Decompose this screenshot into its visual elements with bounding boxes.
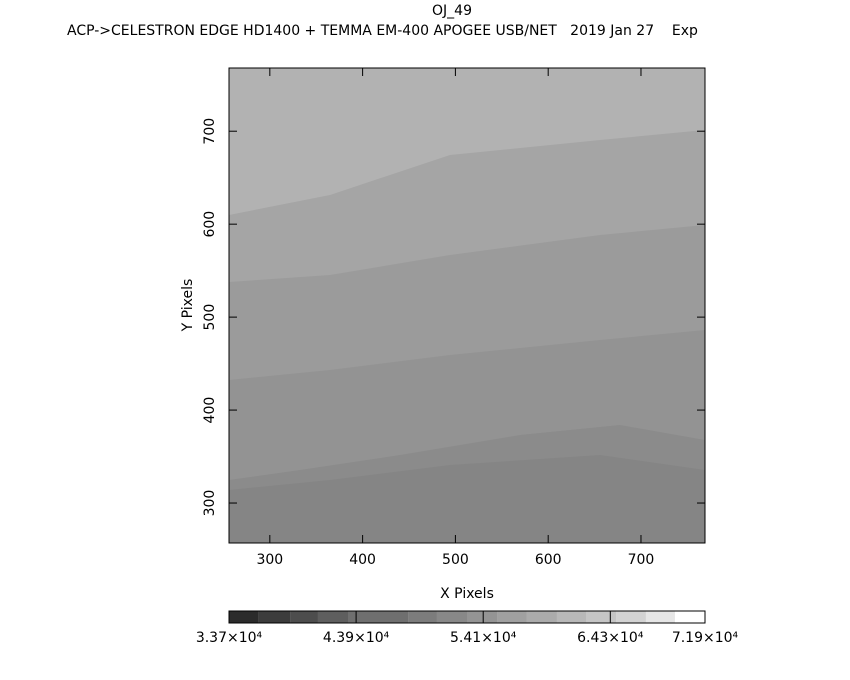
colorbar-segment <box>229 611 259 623</box>
y-axis-label: Y Pixels <box>180 279 196 333</box>
colorbar-segment <box>467 611 498 623</box>
y-tick-label: 600 <box>202 211 218 238</box>
colorbar-segment <box>586 611 617 623</box>
y-tick-label: 500 <box>202 304 218 331</box>
x-tick-label: 500 <box>442 552 469 568</box>
colorbar-segment <box>645 611 675 623</box>
y-tick-label: 300 <box>202 490 218 517</box>
colorbar-segment <box>317 611 348 623</box>
y-tick-label: 400 <box>202 397 218 424</box>
plot-frame <box>228 67 706 544</box>
colorbar-tick-label: 3.37×10⁴ <box>196 630 263 646</box>
image-band <box>229 68 705 215</box>
colorbar-segment <box>348 611 409 623</box>
colorbar-segment <box>526 611 557 623</box>
chart-title: OJ_49 <box>432 3 472 19</box>
x-tick-label: 400 <box>349 552 376 568</box>
colorbar-tick-label: 4.39×10⁴ <box>323 630 390 646</box>
image <box>229 68 705 543</box>
x-tick-label: 600 <box>535 552 562 568</box>
colorbar-segment <box>408 611 437 623</box>
colorbar-segment <box>497 611 527 623</box>
colorbar-segment <box>556 611 586 623</box>
colorbar-segment <box>674 611 705 623</box>
colorbar-tick-label: 6.43×10⁴ <box>577 630 644 646</box>
colorbar-tick-label: 7.19×10⁴ <box>672 630 739 646</box>
x-axis-label: X Pixels <box>440 586 494 602</box>
colorbar-segment <box>436 611 467 623</box>
y-tick-label: 700 <box>202 118 218 145</box>
x-tick-label: 300 <box>256 552 283 568</box>
colorbar-tick-label: 5.41×10⁴ <box>450 630 517 646</box>
colorbar-segment <box>616 611 646 623</box>
colorbar-segment <box>258 611 291 623</box>
x-tick-label: 700 <box>628 552 655 568</box>
chart-subtitle: ACP->CELESTRON EDGE HD1400 + TEMMA EM-40… <box>67 23 698 39</box>
colorbar-segment <box>290 611 318 623</box>
